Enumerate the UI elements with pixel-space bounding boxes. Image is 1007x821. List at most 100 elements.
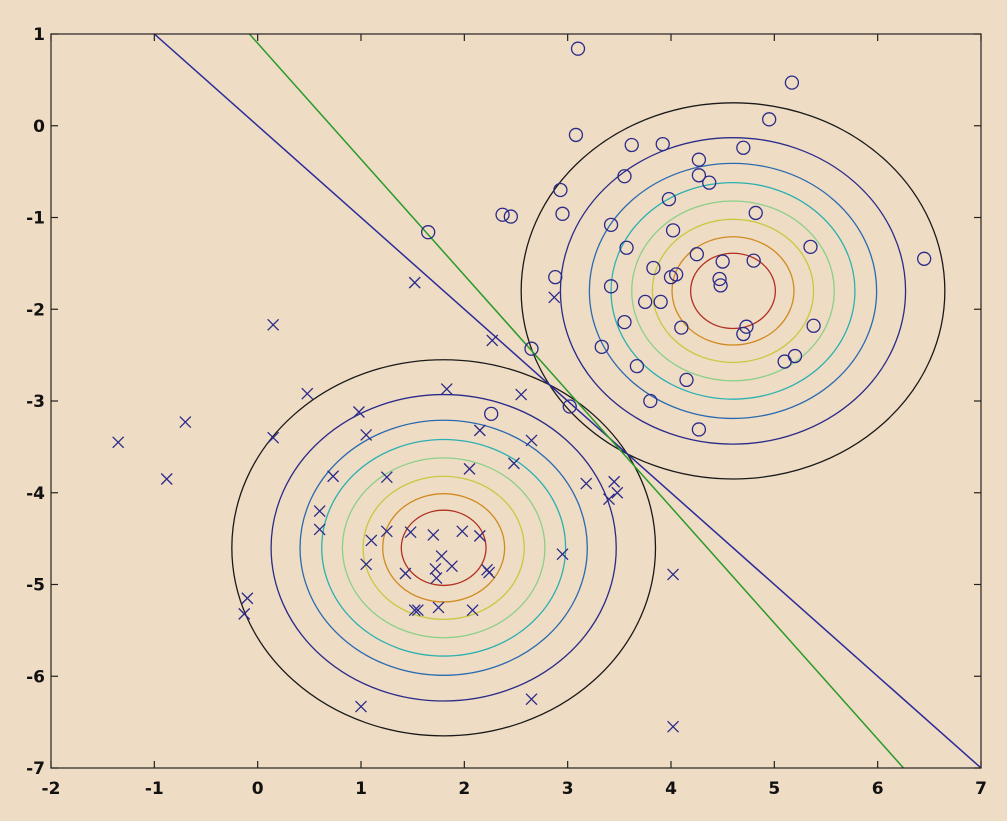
cross-point — [515, 388, 528, 401]
y-tick-label: -5 — [26, 576, 45, 596]
cross-point — [380, 471, 393, 484]
x-tick-label: 2 — [458, 779, 470, 799]
x-tick-label: 6 — [872, 779, 884, 799]
circle-point — [762, 112, 777, 127]
cross-point — [380, 525, 393, 538]
circle-point — [603, 279, 619, 294]
circle-point — [679, 372, 694, 388]
circle-point — [421, 225, 436, 240]
contour-ring-1-7 — [689, 252, 777, 330]
cross-point — [160, 473, 173, 485]
x-tick-label: 0 — [252, 779, 264, 799]
circle-point — [806, 318, 821, 333]
contour-ring-0-7 — [400, 509, 487, 587]
circle-point — [603, 217, 619, 232]
y-tick-label: -3 — [26, 392, 45, 412]
cross-point — [507, 457, 520, 470]
circle-point — [715, 254, 730, 269]
cross-point — [112, 436, 125, 449]
cross-point — [486, 334, 499, 347]
circle-point — [555, 206, 570, 221]
cross-point — [360, 428, 373, 441]
cross-point — [411, 604, 424, 617]
cross-point — [603, 493, 615, 506]
cross-point — [525, 693, 538, 706]
circle-point — [746, 253, 761, 268]
circle-point — [548, 269, 563, 285]
circle-point — [617, 314, 632, 330]
circle-point — [503, 209, 518, 224]
circle-point — [691, 168, 707, 183]
cross-point — [473, 424, 486, 437]
circle-point — [784, 75, 800, 90]
cross-point — [456, 525, 469, 538]
circle-point — [739, 319, 754, 334]
circle-point — [917, 251, 932, 266]
circle-point — [553, 182, 568, 198]
cross-point — [466, 604, 479, 617]
cross-point — [473, 529, 486, 542]
circle-point — [748, 205, 763, 221]
circle-point — [570, 41, 586, 56]
circle-point — [568, 127, 584, 143]
cross-point — [267, 318, 280, 331]
circle-point — [617, 169, 632, 184]
x-tick-label: 5 — [768, 779, 780, 799]
x-tick-label: -1 — [145, 779, 164, 799]
contour-ring-1-4 — [631, 200, 835, 382]
contour-ring-1-0 — [520, 102, 946, 480]
cross-point — [667, 568, 680, 581]
contour-ring-0-0 — [231, 359, 657, 737]
cross-point — [355, 700, 367, 713]
cross-point — [611, 486, 624, 499]
cross-point — [365, 534, 378, 547]
circle-point — [638, 294, 653, 310]
circle-point — [624, 137, 639, 153]
contour-ring-1-5 — [651, 218, 815, 364]
cross-point — [548, 291, 561, 304]
cross-point — [483, 566, 496, 579]
cross-point — [580, 477, 593, 490]
circle-point — [803, 239, 818, 255]
circle-point — [646, 260, 661, 276]
decision-boundary-line-1 — [248, 34, 905, 768]
cross-point — [440, 383, 453, 396]
circle-point — [629, 358, 645, 374]
x-tick-label: 4 — [665, 779, 677, 799]
circle-point — [524, 341, 539, 356]
circle-point — [661, 191, 677, 207]
x-tick-label: 1 — [355, 779, 367, 799]
data-points-layer — [112, 41, 932, 733]
cross-point — [241, 592, 254, 605]
x-tick-label: 3 — [562, 779, 574, 799]
cross-point — [408, 276, 421, 289]
cross-point — [352, 406, 365, 418]
cross-point — [445, 560, 458, 573]
cross-point — [313, 505, 326, 518]
y-tick-label: -7 — [26, 759, 45, 779]
circle-point — [702, 175, 717, 190]
contour-ring-1-3 — [610, 181, 856, 400]
circle-point — [562, 399, 577, 414]
contour-ring-0-5 — [362, 475, 525, 621]
y-tick-label: -2 — [26, 300, 45, 320]
circle-point — [594, 339, 609, 355]
cross-point — [432, 601, 445, 614]
contour-ring-1-6 — [671, 236, 795, 346]
circle-point — [495, 207, 510, 222]
cross-point — [408, 604, 421, 617]
cross-point — [238, 607, 251, 620]
contour-ring-0-3 — [321, 438, 567, 657]
cross-point — [435, 550, 448, 563]
y-tick-label: -6 — [26, 667, 45, 687]
x-tick-label: 7 — [975, 779, 987, 799]
cross-point — [404, 526, 417, 539]
cross-point — [427, 528, 440, 541]
circle-point — [655, 136, 670, 152]
contour-ring-1-2 — [588, 162, 878, 420]
cross-point — [525, 434, 538, 447]
cross-point — [179, 416, 192, 429]
circle-point — [712, 271, 727, 287]
y-tick-label: -1 — [26, 209, 45, 229]
